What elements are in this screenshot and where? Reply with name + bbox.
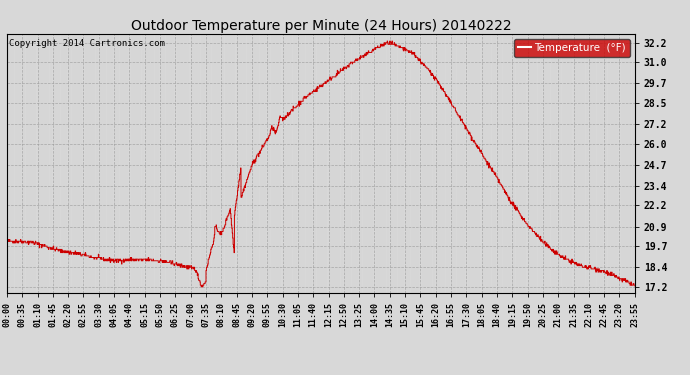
Text: Copyright 2014 Cartronics.com: Copyright 2014 Cartronics.com xyxy=(9,39,165,48)
Legend: Temperature  (°F): Temperature (°F) xyxy=(514,39,629,57)
Title: Outdoor Temperature per Minute (24 Hours) 20140222: Outdoor Temperature per Minute (24 Hours… xyxy=(130,19,511,33)
